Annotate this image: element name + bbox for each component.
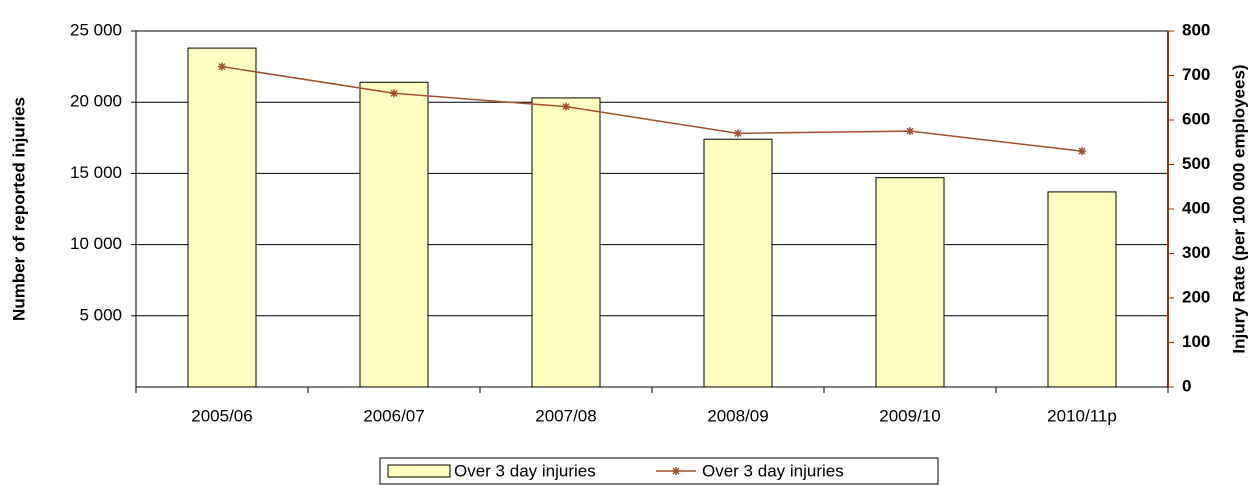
legend-swatch	[387, 464, 451, 478]
y2-tick-label: 300	[1182, 243, 1210, 262]
y-axis-title: Number of reported injuries	[9, 97, 28, 321]
bar	[703, 138, 773, 388]
y2-tick-label: 200	[1182, 287, 1210, 306]
y2-axis-title: Injury Rate (per 100 000 employees)	[1229, 64, 1248, 353]
y2-tick-label: 500	[1182, 154, 1210, 173]
legend-marker	[672, 467, 680, 475]
marker	[734, 129, 742, 138]
bar	[531, 97, 601, 388]
y2-tick-label: 400	[1182, 198, 1210, 217]
x-tick-label: 2006/07	[363, 406, 424, 425]
y-tick-label: 5 000	[79, 305, 122, 324]
y-tick-label: 25 000	[70, 20, 122, 39]
bar	[187, 47, 257, 388]
marker	[562, 102, 570, 111]
y2-tick-label: 100	[1182, 332, 1210, 351]
marker	[390, 89, 398, 98]
bar	[875, 177, 945, 388]
bar	[1047, 191, 1117, 388]
legend-label: Over 3 day injuries	[702, 461, 844, 480]
y2-tick-label: 600	[1182, 109, 1210, 128]
x-tick-label: 2009/10	[879, 406, 940, 425]
x-tick-label: 2008/09	[707, 406, 768, 425]
marker	[906, 127, 914, 136]
legend-label: Over 3 day injuries	[454, 461, 596, 480]
y2-tick-label: 800	[1182, 20, 1210, 39]
y2-tick-label: 700	[1182, 65, 1210, 84]
marker	[1078, 147, 1086, 156]
y-tick-label: 20 000	[70, 92, 122, 111]
y-tick-label: 15 000	[70, 163, 122, 182]
y2-tick-label: 0	[1182, 376, 1191, 395]
x-tick-label: 2007/08	[535, 406, 596, 425]
x-tick-label: 2010/11p	[1047, 406, 1117, 425]
y-tick-label: 10 000	[70, 234, 122, 253]
x-tick-label: 2005/06	[191, 406, 252, 425]
marker	[218, 62, 226, 71]
line	[221, 65, 1083, 152]
bar	[359, 81, 429, 388]
